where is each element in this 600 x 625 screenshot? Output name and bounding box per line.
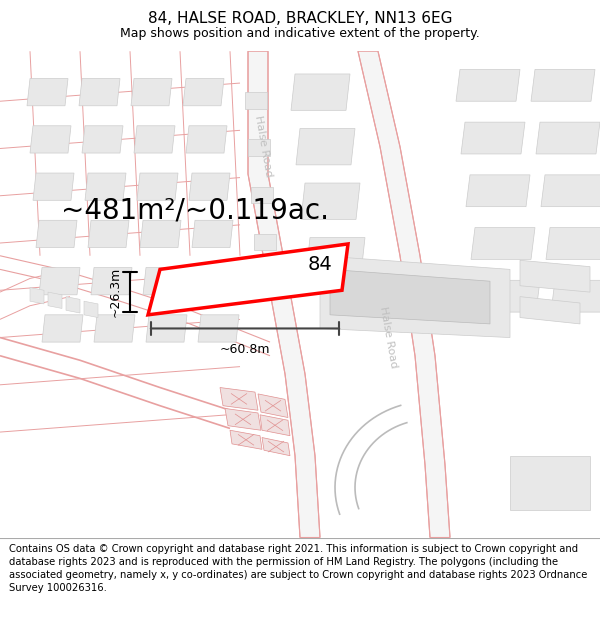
Polygon shape (320, 256, 510, 338)
Polygon shape (134, 126, 175, 153)
Polygon shape (257, 281, 279, 298)
Polygon shape (330, 269, 490, 324)
Polygon shape (30, 126, 71, 153)
Polygon shape (471, 228, 535, 259)
Polygon shape (245, 92, 267, 109)
Text: 84, HALSE ROAD, BRACKLEY, NN13 6EG: 84, HALSE ROAD, BRACKLEY, NN13 6EG (148, 11, 452, 26)
Text: Contains OS data © Crown copyright and database right 2021. This information is : Contains OS data © Crown copyright and d… (9, 544, 587, 593)
Polygon shape (146, 315, 187, 342)
Polygon shape (466, 175, 530, 207)
Polygon shape (39, 268, 80, 295)
Polygon shape (296, 129, 355, 165)
Polygon shape (143, 268, 184, 295)
Polygon shape (30, 288, 44, 304)
Polygon shape (531, 69, 595, 101)
Polygon shape (183, 79, 224, 106)
Text: ~481m²/~0.119ac.: ~481m²/~0.119ac. (61, 196, 329, 224)
Polygon shape (254, 234, 276, 250)
Polygon shape (84, 301, 98, 318)
Polygon shape (137, 173, 178, 200)
Polygon shape (79, 79, 120, 106)
Text: ~60.8m: ~60.8m (220, 343, 270, 356)
Polygon shape (258, 394, 288, 418)
Polygon shape (220, 388, 258, 410)
Text: Halse Road: Halse Road (253, 115, 274, 178)
Polygon shape (520, 297, 580, 324)
Polygon shape (88, 220, 129, 248)
Polygon shape (189, 173, 230, 200)
Polygon shape (148, 244, 348, 315)
Polygon shape (476, 280, 540, 312)
Polygon shape (225, 409, 261, 430)
Polygon shape (48, 292, 62, 309)
Polygon shape (198, 315, 239, 342)
Polygon shape (248, 51, 320, 538)
Polygon shape (230, 430, 262, 449)
Polygon shape (42, 315, 83, 342)
Text: Map shows position and indicative extent of the property.: Map shows position and indicative extent… (120, 27, 480, 40)
Polygon shape (291, 74, 350, 111)
Polygon shape (456, 69, 520, 101)
Polygon shape (140, 220, 181, 248)
Polygon shape (306, 238, 365, 274)
Polygon shape (82, 126, 123, 153)
Polygon shape (248, 139, 270, 156)
Polygon shape (192, 220, 233, 248)
Polygon shape (358, 51, 450, 538)
Polygon shape (66, 297, 80, 313)
Polygon shape (186, 126, 227, 153)
Text: ~26.3m: ~26.3m (109, 267, 122, 318)
Polygon shape (536, 122, 600, 154)
Polygon shape (510, 456, 590, 510)
Text: 84: 84 (308, 256, 332, 274)
Polygon shape (27, 79, 68, 106)
Polygon shape (33, 173, 74, 200)
Polygon shape (461, 122, 525, 154)
Polygon shape (36, 220, 77, 248)
Polygon shape (262, 438, 290, 456)
Polygon shape (131, 79, 172, 106)
Polygon shape (195, 268, 236, 295)
Polygon shape (520, 260, 590, 292)
Polygon shape (91, 268, 132, 295)
Polygon shape (301, 183, 360, 219)
Polygon shape (551, 280, 600, 312)
Polygon shape (541, 175, 600, 207)
Text: Halse Road: Halse Road (377, 306, 398, 369)
Polygon shape (260, 415, 290, 436)
Polygon shape (94, 315, 135, 342)
Polygon shape (251, 187, 273, 203)
Polygon shape (85, 173, 126, 200)
Polygon shape (546, 228, 600, 259)
